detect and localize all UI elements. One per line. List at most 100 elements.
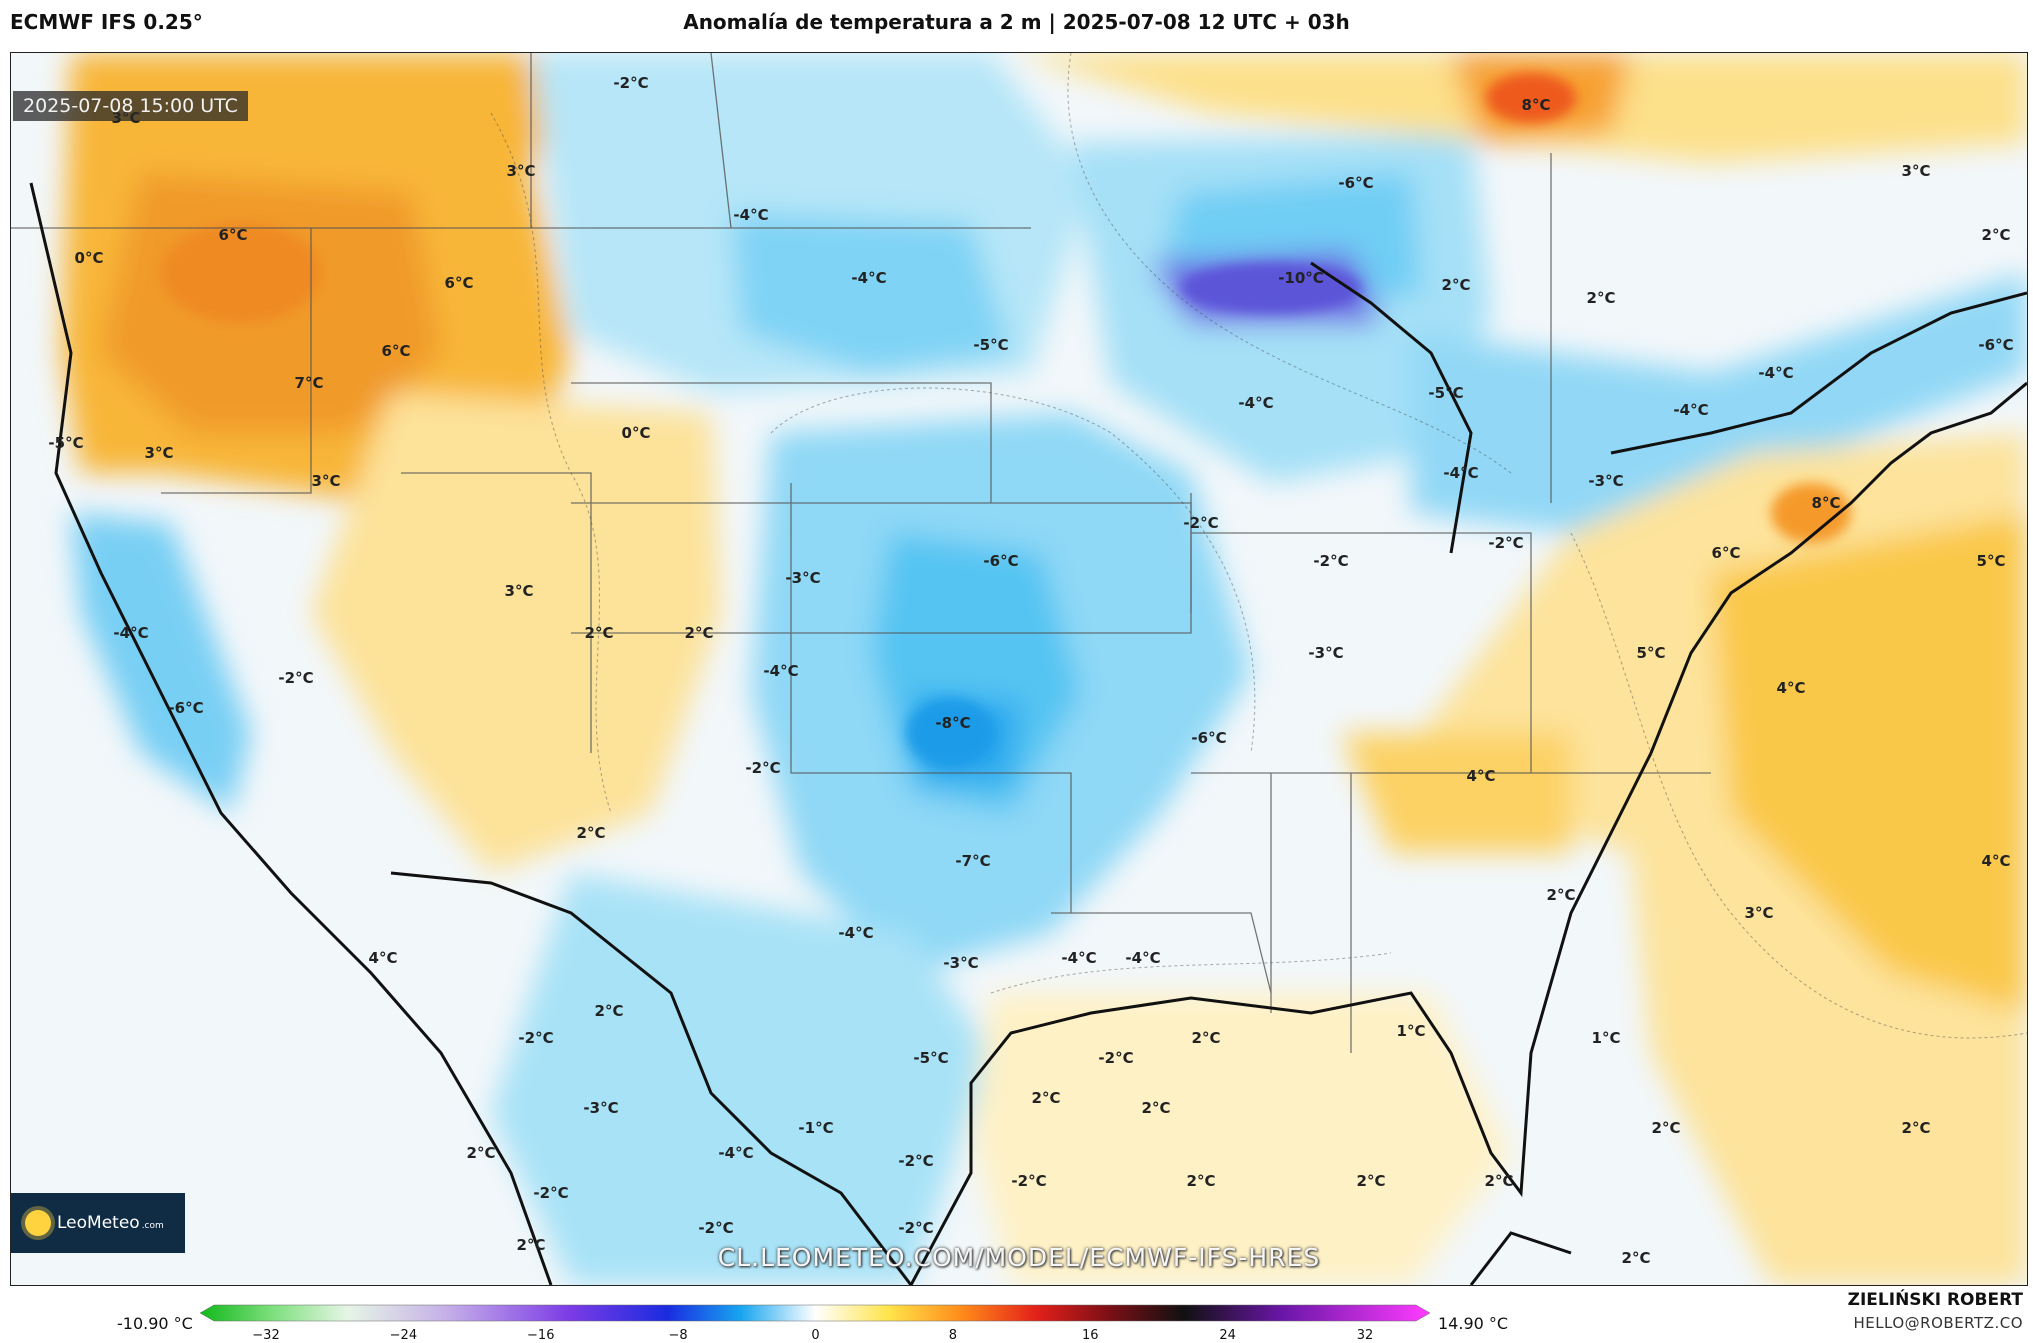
anomaly-label: 2°C bbox=[1651, 1119, 1681, 1137]
anomaly-label: -6°C bbox=[168, 699, 204, 717]
anomaly-label: -4°C bbox=[1061, 949, 1097, 967]
anomaly-label: 8°C bbox=[1811, 494, 1841, 512]
anomaly-label: -8°C bbox=[935, 714, 971, 732]
model-name: ECMWF IFS 0.25° bbox=[10, 10, 203, 34]
anomaly-label: 0°C bbox=[621, 424, 651, 442]
anomaly-label: -2°C bbox=[898, 1219, 934, 1237]
contours bbox=[490, 53, 2027, 1039]
anomaly-label: -2°C bbox=[518, 1029, 554, 1047]
anomaly-label: -3°C bbox=[1308, 644, 1344, 662]
state-borders bbox=[11, 53, 1711, 1053]
anomaly-label: 2°C bbox=[1141, 1099, 1171, 1117]
logo-domain: .com bbox=[141, 1221, 164, 1231]
map-title: Anomalía de temperatura a 2 m | 2025-07-… bbox=[683, 10, 1350, 34]
anomaly-label: 0°C bbox=[74, 249, 104, 267]
anomaly-label: 2°C bbox=[466, 1144, 496, 1162]
anomaly-label: 5°C bbox=[1636, 644, 1666, 662]
anomaly-label: -4°C bbox=[838, 924, 874, 942]
anomaly-label: -3°C bbox=[785, 569, 821, 587]
anomaly-label: -4°C bbox=[1673, 401, 1709, 419]
colorbar: -10.90 °C −32 −24 −16 −8 0 8 16 24 3 bbox=[0, 1298, 2033, 1343]
author-email: HELLO@ROBERTZ.CO bbox=[1853, 1314, 2023, 1332]
map-canvas bbox=[11, 53, 2027, 1285]
anomaly-label: 2°C bbox=[1484, 1172, 1514, 1190]
anomaly-label: -2°C bbox=[1488, 534, 1524, 552]
anomaly-label: -6°C bbox=[1978, 336, 2014, 354]
anomaly-label: 2°C bbox=[594, 1002, 624, 1020]
anomaly-label: 2°C bbox=[516, 1236, 546, 1254]
anomaly-label: 2°C bbox=[1191, 1029, 1221, 1047]
anomaly-label: -3°C bbox=[583, 1099, 619, 1117]
anomaly-label: -5°C bbox=[973, 336, 1009, 354]
anomaly-cores bbox=[161, 73, 1851, 768]
anomaly-field bbox=[61, 53, 2027, 1285]
anomaly-label: -2°C bbox=[698, 1219, 734, 1237]
anomaly-label: 2°C bbox=[1356, 1172, 1386, 1190]
anomaly-label: 2°C bbox=[584, 624, 614, 642]
anomaly-label: 5°C bbox=[1976, 552, 2006, 570]
anomaly-label: 2°C bbox=[684, 624, 714, 642]
anomaly-label: 3°C bbox=[311, 472, 341, 490]
anomaly-label: -1°C bbox=[798, 1119, 834, 1137]
anomaly-label: -2°C bbox=[1313, 552, 1349, 570]
anomaly-label: 6°C bbox=[381, 342, 411, 360]
anomaly-label: 2°C bbox=[1031, 1089, 1061, 1107]
anomaly-label: 1°C bbox=[1591, 1029, 1621, 1047]
anomaly-label: -2°C bbox=[1183, 514, 1219, 532]
anomaly-label: -3°C bbox=[1588, 472, 1624, 490]
anomaly-label: 2°C bbox=[1981, 226, 2011, 244]
colorbar-max-label: 14.90 °C bbox=[1438, 1314, 1509, 1333]
anomaly-label: 4°C bbox=[368, 949, 398, 967]
valid-time-badge: 2025-07-08 15:00 UTC bbox=[13, 91, 248, 121]
anomaly-label: -3°C bbox=[943, 954, 979, 972]
anomaly-label: -4°C bbox=[1443, 464, 1479, 482]
colorbar-gradient bbox=[200, 1304, 1430, 1322]
anomaly-label: 4°C bbox=[1776, 679, 1806, 697]
anomaly-label: -4°C bbox=[763, 662, 799, 680]
watermark-url: CL.LEOMETEO.COM/MODEL/ECMWF-IFS-HRES bbox=[717, 1243, 1321, 1272]
colorbar-tick: 32 bbox=[1356, 1328, 1374, 1343]
colorbar-min-label: -10.90 °C bbox=[117, 1314, 193, 1333]
author-name: ZIELIŃSKI ROBERT bbox=[1847, 1290, 2023, 1310]
anomaly-label: 2°C bbox=[1901, 1119, 1931, 1137]
anomaly-label: -2°C bbox=[533, 1184, 569, 1202]
anomaly-label: -2°C bbox=[1098, 1049, 1134, 1067]
anomaly-label: -2°C bbox=[613, 74, 649, 92]
colorbar-tick: 16 bbox=[1081, 1328, 1099, 1343]
anomaly-label: -2°C bbox=[898, 1152, 934, 1170]
colorbar-tick: 24 bbox=[1219, 1328, 1236, 1343]
anomaly-label: 2°C bbox=[576, 824, 606, 842]
colorbar-tick: −24 bbox=[389, 1328, 418, 1343]
anomaly-label: -4°C bbox=[1758, 364, 1794, 382]
anomaly-label: -6°C bbox=[983, 552, 1019, 570]
anomaly-label: 3°C bbox=[1744, 904, 1774, 922]
anomaly-label: -2°C bbox=[745, 759, 781, 777]
anomaly-label: 2°C bbox=[1186, 1172, 1216, 1190]
anomaly-label: -4°C bbox=[1238, 394, 1274, 412]
anomaly-label: 3°C bbox=[504, 582, 534, 600]
anomaly-label: -6°C bbox=[1191, 729, 1227, 747]
anomaly-label: 2°C bbox=[1621, 1249, 1651, 1267]
anomaly-label: 4°C bbox=[1466, 767, 1496, 785]
anomaly-label: 7°C bbox=[294, 374, 324, 392]
colorbar-tick: 8 bbox=[948, 1328, 958, 1343]
anomaly-label: -4°C bbox=[851, 269, 887, 287]
anomaly-label: -2°C bbox=[1011, 1172, 1047, 1190]
anomaly-label: -7°C bbox=[955, 852, 991, 870]
anomaly-label: -4°C bbox=[718, 1144, 754, 1162]
anomaly-label: -5°C bbox=[913, 1049, 949, 1067]
logo-text: LeoMeteo bbox=[57, 1213, 140, 1233]
anomaly-label: -4°C bbox=[113, 624, 149, 642]
colorbar-tick: −16 bbox=[527, 1328, 555, 1343]
anomaly-label: 3°C bbox=[144, 444, 174, 462]
anomaly-label: -4°C bbox=[733, 206, 769, 224]
colorbar-tick: 0 bbox=[811, 1328, 820, 1343]
anomaly-label: -6°C bbox=[1338, 174, 1374, 192]
anomaly-label: 1°C bbox=[1396, 1022, 1426, 1040]
anomaly-label: 2°C bbox=[1586, 289, 1616, 307]
anomaly-map[interactable]: -2°C 8°C 3°C 3°C 3°C -6°C -4°C 6°C 2°C 0°C -4°C 6°C… bbox=[10, 52, 2028, 1286]
anomaly-label: 2°C bbox=[1441, 276, 1471, 294]
anomaly-label: -2°C bbox=[278, 669, 314, 687]
anomaly-label: 6°C bbox=[1711, 544, 1741, 562]
coastlines bbox=[29, 182, 2027, 1285]
